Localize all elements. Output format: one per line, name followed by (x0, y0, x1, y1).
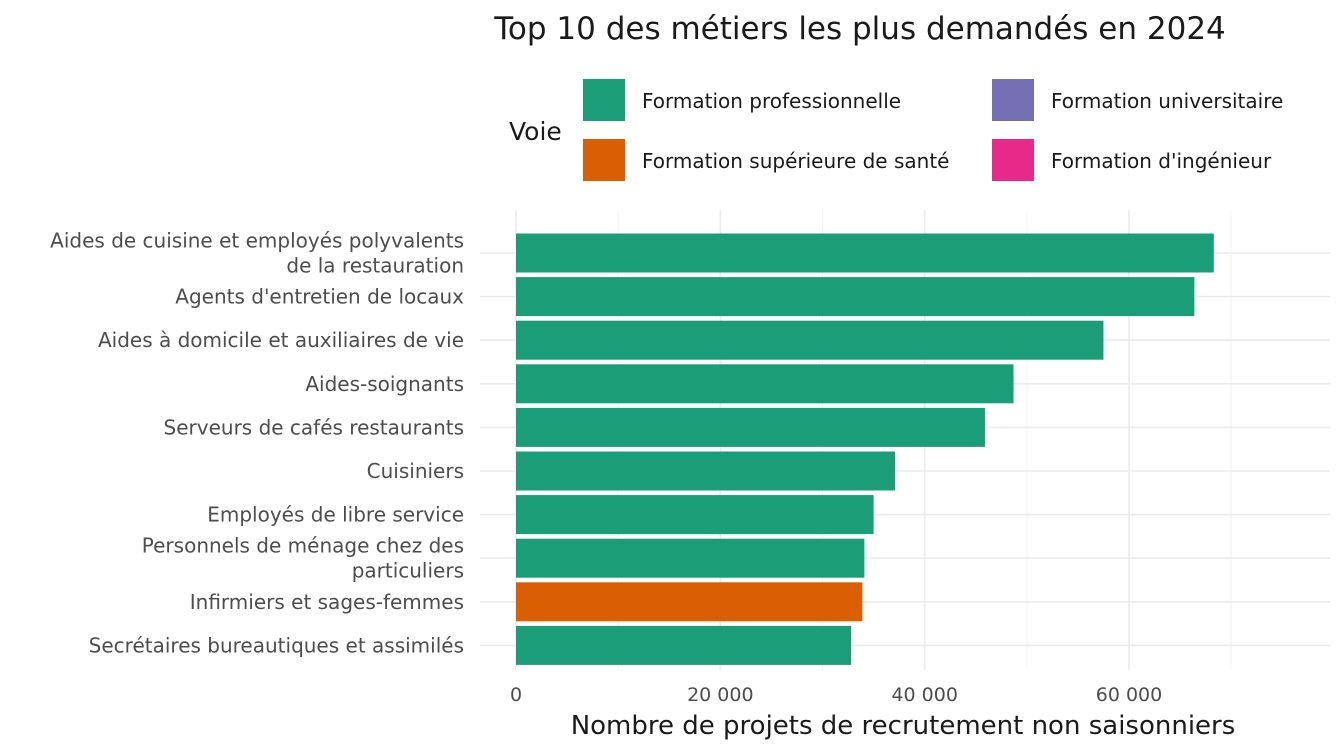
y-tick-label: Serveurs de cafés restaurants (164, 415, 464, 439)
y-tick-label: Infirmiers et sages-femmes (190, 590, 464, 614)
bar (516, 364, 1014, 404)
y-tick-label: Personnels de ménage chez des particulier… (142, 534, 464, 583)
bar (516, 407, 985, 447)
chart-title: Top 10 des métiers les plus demandés en … (493, 11, 1226, 47)
y-tick-label: Aides à domicile et auxiliaires de vie (98, 328, 464, 352)
y-tick-label: Agents d'entretien de locaux (175, 285, 464, 309)
y-tick-label: Aides de cuisine et employés polyvalents… (50, 229, 464, 278)
legend-swatch (992, 79, 1034, 121)
x-tick-label: 20 000 (687, 684, 753, 706)
bar (516, 538, 865, 578)
x-tick-label: 0 (510, 684, 522, 706)
bar (516, 277, 1195, 317)
legend-swatch (583, 79, 625, 121)
bar (516, 582, 863, 622)
x-axis-label: Nombre de projets de recrutement non sai… (571, 711, 1236, 741)
y-tick-label: Cuisiniers (367, 459, 464, 483)
legend-label: Formation universitaire (1051, 89, 1283, 113)
bar (516, 495, 874, 535)
x-axis-tick-labels: 0 20 000 40 000 60 000 (510, 684, 1162, 706)
legend-label: Formation supérieure de santé (642, 149, 949, 173)
legend-label: Formation professionnelle (642, 89, 901, 113)
x-tick-label: 60 000 (1096, 684, 1162, 706)
legend-label: Formation d'ingénieur (1051, 149, 1272, 173)
bar (516, 320, 1104, 360)
legend-swatch (992, 139, 1034, 181)
legend: Voie Formation professionnelle Formation … (509, 79, 1283, 181)
y-tick-label: Employés de libre service (207, 503, 464, 527)
legend-swatch (583, 139, 625, 181)
bar (516, 625, 852, 665)
bar (516, 233, 1214, 273)
legend-title: Voie (509, 117, 562, 146)
y-tick-label: Aides-soignants (305, 372, 464, 396)
y-axis-tick-labels: Aides de cuisine et employés polyvalents… (50, 229, 464, 658)
y-tick-label: Secrétaires bureautiques et assimilés (89, 633, 464, 657)
bar (516, 451, 896, 491)
x-tick-label: 40 000 (891, 684, 957, 706)
bars (516, 233, 1214, 665)
